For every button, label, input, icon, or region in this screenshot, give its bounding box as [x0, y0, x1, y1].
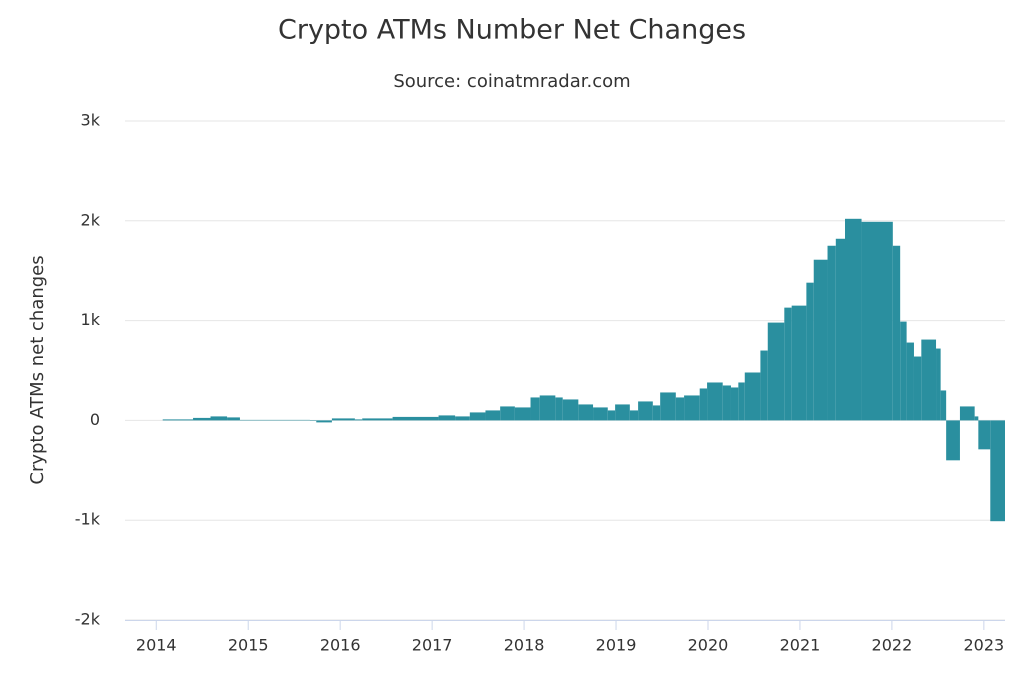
bar: [355, 419, 362, 420]
bar: [615, 404, 630, 420]
bar: [975, 416, 979, 420]
bar: [845, 219, 862, 421]
x-tick-label: 2014: [136, 636, 177, 655]
x-tick-label: 2019: [596, 636, 637, 655]
bar: [684, 395, 700, 420]
bar: [978, 420, 990, 449]
x-tick-label: 2018: [504, 636, 545, 655]
y-axis-title: Crypto ATMs net changes: [27, 255, 48, 484]
chart-subtitle: Source: coinatmradar.com: [393, 71, 630, 92]
bar: [608, 410, 615, 420]
bar: [439, 415, 456, 420]
bar: [914, 357, 921, 421]
bar: [163, 419, 193, 420]
bar: [893, 246, 900, 421]
x-tick-label: 2017: [412, 636, 453, 655]
bar: [768, 323, 785, 421]
y-tick-label: 3k: [81, 111, 101, 130]
bar: [760, 351, 767, 421]
bar: [455, 416, 470, 420]
y-tick-label: 1k: [81, 310, 101, 329]
bar: [630, 410, 638, 420]
bar: [227, 417, 240, 420]
bar: [941, 390, 947, 420]
x-tick-label: 2015: [228, 636, 269, 655]
bar: [900, 322, 906, 421]
bar: [960, 406, 975, 420]
y-tick-label: 0: [90, 410, 100, 429]
bar: [531, 397, 540, 420]
y-tick-label: -1k: [75, 510, 101, 529]
bar: [578, 404, 593, 420]
x-tick-label: 2016: [320, 636, 361, 655]
bar: [653, 405, 660, 420]
bar: [593, 407, 608, 420]
bar: [784, 308, 791, 421]
bar: [792, 306, 807, 421]
bar: [485, 410, 500, 420]
bar: [723, 385, 731, 420]
bar: [316, 420, 332, 422]
bar: [555, 397, 562, 420]
bar: [362, 418, 392, 420]
y-tick-label: -2k: [75, 610, 101, 629]
x-tick-label: 2022: [872, 636, 913, 655]
bar: [563, 399, 579, 420]
bar: [921, 340, 936, 421]
bar: [738, 382, 744, 420]
chart-title: Crypto ATMs Number Net Changes: [278, 15, 746, 46]
bar: [731, 387, 738, 420]
bar: [990, 420, 1005, 521]
bar: [707, 382, 723, 420]
bar: [660, 392, 676, 420]
bar: [936, 349, 941, 421]
bar: [211, 416, 228, 420]
bar: [806, 283, 813, 421]
bar: [500, 406, 515, 420]
bar: [515, 407, 531, 420]
x-tick-label: 2020: [688, 636, 729, 655]
bar: [193, 418, 210, 420]
bar: [332, 418, 355, 420]
bar: [745, 372, 761, 420]
y-tick-label: 2k: [81, 210, 101, 229]
bar: [836, 239, 845, 421]
bar: [828, 246, 836, 421]
bar: [540, 395, 556, 420]
x-tick-label: 2023: [963, 636, 1004, 655]
bar: [393, 417, 439, 420]
bar: [676, 397, 684, 420]
bar: [700, 388, 707, 420]
bar: [862, 222, 893, 421]
bar: [907, 343, 914, 421]
bar: [946, 420, 960, 460]
bar: [638, 401, 653, 420]
x-tick-label: 2021: [780, 636, 821, 655]
bar: [814, 260, 828, 421]
bar: [470, 412, 486, 420]
